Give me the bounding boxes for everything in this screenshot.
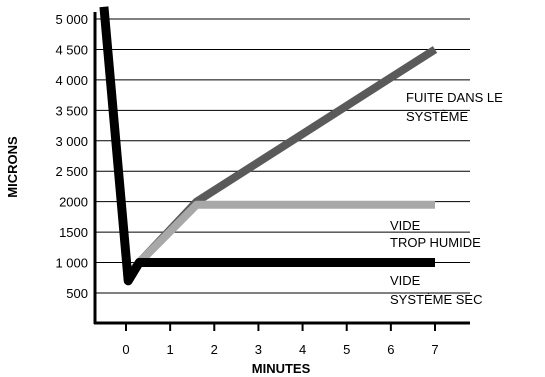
y-tick-label: 1 000 <box>55 256 88 271</box>
series-line-dry <box>99 6 435 286</box>
annotation-wet: VIDE <box>390 218 421 233</box>
y-tick-label: 3 000 <box>55 134 88 149</box>
x-tick-label: 5 <box>343 342 350 357</box>
y-axis-tick-labels: 5 000 4 500 4 000 3 500 3 000 2 500 2000 1500 1 … <box>55 12 88 301</box>
annotation-dry: SYSTÈME SEC <box>390 292 482 307</box>
x-tick-label: 2 <box>211 342 218 357</box>
x-tick-label: 0 <box>122 342 129 357</box>
x-axis-title: MINUTES <box>252 361 311 376</box>
annotation-leak: SYSTÈME <box>406 109 468 124</box>
y-tick-label: 5 000 <box>55 12 88 27</box>
y-tick-label: 500 <box>66 286 88 301</box>
axes <box>93 12 470 325</box>
y-tick-label: 4 500 <box>55 42 88 57</box>
y-tick-label: 3 500 <box>55 103 88 118</box>
series-lines <box>99 6 438 286</box>
x-tick-label: 1 <box>167 342 174 357</box>
x-tick-label: 6 <box>387 342 394 357</box>
x-tick-label: 4 <box>299 342 306 357</box>
y-tick-label: 1500 <box>59 225 88 240</box>
y-axis-title: MICRONS <box>5 136 20 198</box>
series-line-leak <box>122 46 438 281</box>
x-axis-tick-labels: 0 1 2 3 4 5 6 7 <box>122 323 439 357</box>
y-tick-label: 2 500 <box>55 164 88 179</box>
y-tick-label: 4 000 <box>55 73 88 88</box>
x-tick-label: 7 <box>431 342 438 357</box>
x-tick-label: 3 <box>255 342 262 357</box>
y-tick-label: 2000 <box>59 195 88 210</box>
annotation-leak: FUITE DANS LE <box>406 90 503 105</box>
series-annotations: FUITE DANS LE SYSTÈME VIDE TROP HUMIDE VIDE S… <box>390 90 503 307</box>
annotation-dry: VIDE <box>390 273 421 288</box>
annotation-wet: TROP HUMIDE <box>390 235 481 250</box>
